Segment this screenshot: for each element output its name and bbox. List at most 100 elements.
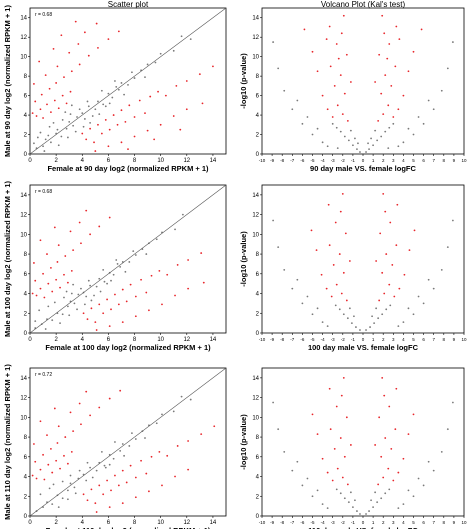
data-point-red <box>395 387 398 390</box>
data-point-gray <box>402 321 405 324</box>
data-point-red <box>83 31 86 34</box>
y-tick-label: 8 <box>24 435 28 441</box>
data-point-red <box>64 255 67 257</box>
data-point-red <box>187 259 190 261</box>
data-point-gray <box>348 307 351 310</box>
data-point-gray <box>189 398 192 401</box>
data-point-red <box>176 445 179 447</box>
data-point-gray <box>78 108 81 111</box>
data-point-gray <box>108 102 111 105</box>
x-tick-label: 6 <box>107 158 111 164</box>
data-point-gray <box>417 295 420 298</box>
data-point-red <box>114 293 116 296</box>
data-point-gray <box>338 308 341 311</box>
data-point-red <box>386 57 389 60</box>
data-point-red <box>38 60 41 63</box>
data-point-gray <box>133 77 136 79</box>
data-point-red <box>114 474 116 477</box>
data-point-red <box>388 405 391 408</box>
data-point-red <box>187 440 190 442</box>
diagonal-line <box>29 367 227 517</box>
data-point-red <box>187 468 190 471</box>
data-point-red <box>100 132 103 135</box>
data-point-red <box>397 471 400 474</box>
data-point-red <box>187 287 190 290</box>
data-point-red <box>346 120 349 122</box>
data-point-gray <box>48 125 51 128</box>
x-tick-label: 8 <box>133 158 137 164</box>
data-point-red <box>402 94 405 97</box>
data-point-gray <box>33 142 35 145</box>
data-point-red <box>328 387 331 390</box>
data-point-gray <box>291 108 294 111</box>
data-point-red <box>388 43 391 45</box>
x-tick-label: -9 <box>270 520 274 525</box>
data-point-red <box>346 483 349 486</box>
data-point-gray <box>342 313 345 316</box>
data-point-red <box>175 84 178 87</box>
data-point-red <box>78 402 81 405</box>
data-point-gray <box>89 466 92 469</box>
data-point-red <box>86 318 89 321</box>
data-point-red <box>382 113 385 115</box>
data-point-red <box>77 43 80 45</box>
y-tick-label: 2 <box>256 133 260 139</box>
y-tick-label: 10 <box>252 55 259 61</box>
data-point-gray <box>316 127 319 130</box>
data-point-red <box>57 425 60 428</box>
data-point-gray <box>56 128 59 131</box>
data-point-red <box>336 467 339 470</box>
data-point-gray <box>73 302 76 305</box>
data-point-gray <box>52 121 55 124</box>
data-point-gray <box>336 147 339 150</box>
data-point-red <box>108 216 111 219</box>
x-tick-label: -8 <box>280 158 284 163</box>
data-point-red <box>78 221 81 224</box>
data-point-red <box>377 483 380 486</box>
data-point-red <box>333 448 336 450</box>
data-point-gray <box>110 279 112 282</box>
x-tick-label: -10 <box>259 520 266 525</box>
y-tick-label: 2 <box>256 494 260 500</box>
data-point-red <box>310 229 313 232</box>
data-point-gray <box>326 325 329 327</box>
y-tick-label: 10 <box>20 232 27 238</box>
y-tick-label: 2 <box>256 311 260 317</box>
x-tick-label: 0 <box>28 520 32 526</box>
data-point-red <box>329 65 332 68</box>
x-axis-label: 100 day male VS. female logFC <box>308 343 419 352</box>
data-point-red <box>51 471 54 474</box>
x-tick-label: -1 <box>351 158 355 163</box>
data-point-red <box>176 264 179 266</box>
data-point-red <box>387 104 390 107</box>
x-tick-label: 14 <box>210 337 217 343</box>
data-point-gray <box>283 268 286 271</box>
data-point-red <box>63 273 65 276</box>
data-point-red <box>85 390 88 393</box>
data-point-red <box>34 279 37 282</box>
data-point-gray <box>432 287 435 290</box>
x-tick-label: 4 <box>81 520 85 526</box>
data-point-red <box>384 74 387 77</box>
data-point-gray <box>357 142 359 145</box>
data-point-gray <box>356 510 358 512</box>
data-point-gray <box>85 295 88 298</box>
data-point-gray <box>347 501 350 504</box>
data-point-red <box>390 448 393 450</box>
data-point-gray <box>65 290 68 293</box>
data-point-red <box>328 25 331 28</box>
data-point-red <box>89 233 92 236</box>
data-point-gray <box>61 497 64 500</box>
x-tick-label: 8 <box>443 520 446 525</box>
data-point-gray <box>427 99 430 102</box>
data-point-gray <box>74 492 77 495</box>
data-point-gray <box>365 329 367 331</box>
y-tick-label: 14 <box>20 193 27 199</box>
data-point-red <box>117 303 120 306</box>
data-point-red <box>326 108 329 111</box>
data-point-gray <box>272 219 275 222</box>
x-tick-label: 0 <box>362 520 365 525</box>
data-point-gray <box>76 116 78 118</box>
x-tick-label: -8 <box>280 337 284 342</box>
data-point-red <box>74 20 77 23</box>
